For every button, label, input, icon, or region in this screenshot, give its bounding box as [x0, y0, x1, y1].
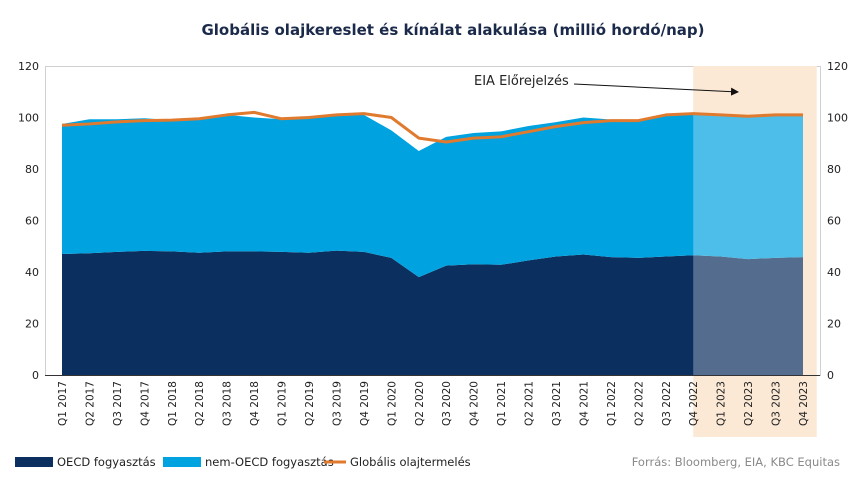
x-tick-label: Q4 2021	[578, 381, 590, 426]
y-tick-right: 80	[827, 163, 841, 176]
legend-label: OECD fogyasztás	[57, 455, 156, 469]
chart-title: Globális olajkereslet és kínálat alakulá…	[201, 21, 704, 39]
source-note: Forrás: Bloomberg, EIA, KBC Equitas	[632, 455, 840, 469]
y-tick-right: 100	[827, 112, 848, 125]
x-tick-label: Q3 2020	[441, 381, 453, 426]
y-tick-right: 40	[827, 266, 841, 279]
x-tick-label: Q4 2020	[469, 381, 481, 426]
x-tick-label: Q2 2017	[84, 381, 96, 426]
areas-group	[62, 114, 803, 375]
y-tick-left: 20	[25, 318, 39, 331]
x-tick-label: Q3 2023	[771, 381, 783, 426]
x-tick-label: Q3 2019	[331, 381, 343, 426]
x-tick-label: Q4 2019	[359, 381, 371, 426]
y-tick-left: 80	[25, 163, 39, 176]
x-tick-label: Q4 2023	[798, 381, 810, 426]
x-tick-label: Q1 2017	[57, 381, 69, 426]
y-tick-left: 100	[18, 112, 39, 125]
y-tick-left: 0	[32, 369, 39, 382]
x-tick-label: Q1 2021	[496, 381, 508, 426]
x-tick-label: Q3 2018	[222, 381, 234, 426]
x-tick-label: Q2 2019	[304, 381, 316, 426]
legend-swatch	[15, 457, 53, 467]
annotation-group: EIA Előrejelzés	[474, 74, 739, 96]
x-tick-label: Q1 2022	[606, 381, 618, 426]
legend-swatch	[163, 457, 201, 467]
legend: OECD fogyasztás nem-OECD fogyasztás Globál…	[15, 455, 471, 469]
y-tick-left: 120	[18, 60, 39, 73]
y-tick-right: 120	[827, 60, 848, 73]
y-tick-right: 20	[827, 318, 841, 331]
axes-group: 0 0 20 20 40 40 60 60 80 80 100 100 120 120 Q1 2017 Q2 …	[18, 60, 848, 426]
area-series-2	[62, 114, 803, 278]
series-line-production	[61, 110, 803, 144]
forecast-overlay-group	[693, 114, 803, 376]
x-tick-label: Q2 2021	[524, 381, 536, 426]
forecast-overlay	[693, 114, 803, 376]
area-series-1	[62, 250, 803, 375]
x-tick-label: Q3 2022	[661, 381, 673, 426]
line-group	[61, 110, 803, 144]
x-tick-label: Q2 2022	[633, 381, 645, 426]
x-tick-label: Q2 2018	[194, 381, 206, 426]
x-tick-label: Q4 2018	[249, 381, 261, 426]
x-tick-label: Q1 2019	[277, 381, 289, 426]
x-tick-label: Q3 2017	[112, 381, 124, 426]
x-tick-label: Q1 2020	[386, 381, 398, 426]
x-tick-label: Q1 2018	[167, 381, 179, 426]
x-tick-label: Q3 2021	[551, 381, 563, 426]
x-tick-label: Q2 2023	[743, 381, 755, 426]
y-tick-right: 60	[827, 215, 841, 228]
y-tick-right: 0	[827, 369, 834, 382]
x-tick-label: Q4 2017	[139, 381, 151, 426]
annotation-arrow	[573, 83, 739, 96]
x-tick-label: Q2 2020	[414, 381, 426, 426]
legend-label: Globális olajtermelés	[350, 455, 471, 469]
x-tick-label: Q4 2022	[688, 381, 700, 426]
x-tick-label: Q1 2023	[716, 381, 728, 426]
annotation-label: EIA Előrejelzés	[474, 74, 569, 89]
y-tick-left: 60	[25, 215, 39, 228]
y-tick-left: 40	[25, 266, 39, 279]
legend-label: nem-OECD fogyasztás	[205, 455, 334, 469]
